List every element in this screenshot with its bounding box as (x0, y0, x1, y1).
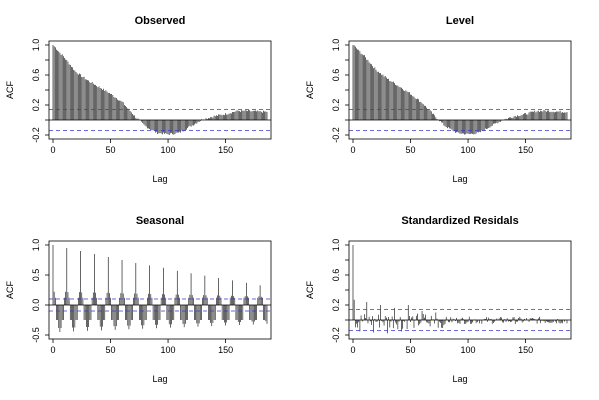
y-tick-label: 0.2 (31, 99, 41, 112)
y-tick-label: 0.2 (331, 99, 341, 112)
x-tick-label: 150 (218, 145, 233, 155)
chart-panel-1: Observed 0 50 100 150 -0.2 0.2 0.6 1.0 Lag ACF (5, 15, 272, 184)
y-tick-label: 1.0 (31, 239, 41, 252)
x-tick-label: 150 (518, 145, 533, 155)
y-axis-label: ACF (5, 280, 15, 299)
y-tick-label: -0.2 (331, 327, 341, 343)
x-tick-label: 50 (106, 145, 116, 155)
x-tick-label: 50 (406, 145, 416, 155)
y-tick-label: 0.0 (31, 299, 41, 312)
x-tick-label: 100 (461, 145, 476, 155)
y-tick-label: -0.5 (31, 327, 41, 343)
chart-title: Level (446, 15, 474, 27)
y-tick-label: -0.2 (31, 127, 41, 143)
x-tick-label: 0 (350, 145, 355, 155)
chart-title: Observed (135, 15, 186, 27)
chart-panel-3: Seasonal 0 50 100 150 -0.5 0.0 0.5 1.0 Lag ACF (5, 215, 272, 384)
y-tick-label: 1.0 (331, 239, 341, 252)
x-tick-label: 100 (161, 145, 176, 155)
x-axis-label: Lag (152, 374, 167, 384)
x-tick-label: 0 (50, 345, 55, 355)
y-axis-label: ACF (305, 280, 315, 299)
y-tick-label: 0.6 (31, 69, 41, 82)
x-axis-label: Lag (452, 174, 467, 184)
x-tick-label: 150 (218, 345, 233, 355)
x-tick-label: 0 (50, 145, 55, 155)
acf-bars (352, 45, 568, 135)
y-tick-label: -0.2 (331, 127, 341, 143)
y-axis-label: ACF (305, 80, 315, 99)
x-axis-label: Lag (452, 374, 467, 384)
plot-frame (48, 240, 272, 340)
y-axis-label: ACF (5, 80, 15, 99)
x-tick-label: 50 (406, 345, 416, 355)
x-tick-label: 100 (161, 345, 176, 355)
chart-title: Seasonal (136, 215, 184, 227)
x-tick-label: 0 (350, 345, 355, 355)
chart-panel-2: Level 0 50 100 150 -0.2 0.2 0.6 1.0 Lag ACF (305, 15, 572, 184)
x-tick-label: 50 (106, 345, 116, 355)
plot-frame (348, 240, 572, 340)
x-tick-label: 100 (461, 345, 476, 355)
y-tick-label: 0.5 (31, 269, 41, 282)
y-tick-label: 1.0 (331, 39, 341, 52)
y-tick-label: 0.6 (331, 269, 341, 282)
chart-panel-4: Standardized Residals 0 50 100 150 -0.2 0.2 0.6… (305, 215, 572, 384)
x-axis-label: Lag (152, 174, 167, 184)
chart-title: Standardized Residals (401, 215, 518, 227)
y-tick-label: 0.2 (331, 299, 341, 312)
acf-bars (52, 45, 268, 135)
acf-bars (52, 245, 268, 332)
y-tick-label: 0.6 (331, 69, 341, 82)
x-tick-label: 150 (518, 345, 533, 355)
y-tick-label: 1.0 (31, 39, 41, 52)
